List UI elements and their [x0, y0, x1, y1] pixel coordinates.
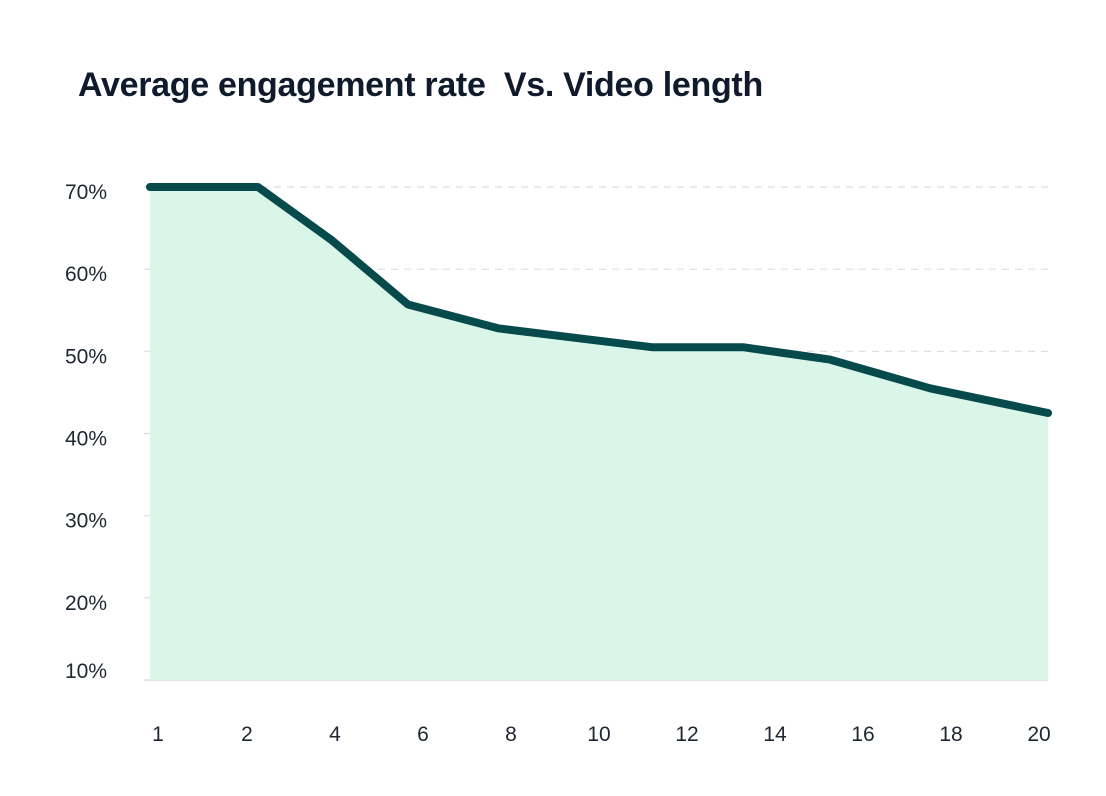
series-line [146, 183, 1052, 417]
y-tick-label: 30% [65, 510, 107, 533]
y-tick-label: 40% [65, 428, 107, 451]
series-area [150, 187, 1048, 680]
x-tick-label: 12 [675, 723, 698, 746]
x-tick-label: 18 [939, 723, 962, 746]
y-tick-label: 70% [65, 181, 107, 204]
y-tick-label: 60% [65, 263, 107, 286]
chart-title: Average engagement rate Vs. Video length [78, 66, 763, 104]
x-tick-label: 14 [763, 723, 787, 746]
x-tick-label: 8 [505, 723, 517, 746]
y-tick-label: 50% [65, 345, 107, 368]
y-axis-ticks: 70% 60% 50% 40% 30% 20% 10% [65, 181, 107, 683]
y-tick-label: 20% [65, 592, 107, 615]
x-tick-label: 6 [417, 723, 429, 746]
x-tick-label: 10 [587, 723, 610, 746]
x-tick-label: 4 [329, 723, 341, 746]
series-line-layer [146, 183, 1052, 417]
x-axis-ticks: 1 2 4 6 8 10 12 14 16 18 20 [152, 723, 1051, 746]
x-tick-label: 16 [851, 723, 874, 746]
area-fill-layer [150, 187, 1048, 680]
y-tick-label: 10% [65, 660, 107, 683]
x-tick-label: 20 [1027, 723, 1050, 746]
x-tick-label: 1 [152, 723, 164, 746]
x-tick-label: 2 [241, 723, 253, 746]
